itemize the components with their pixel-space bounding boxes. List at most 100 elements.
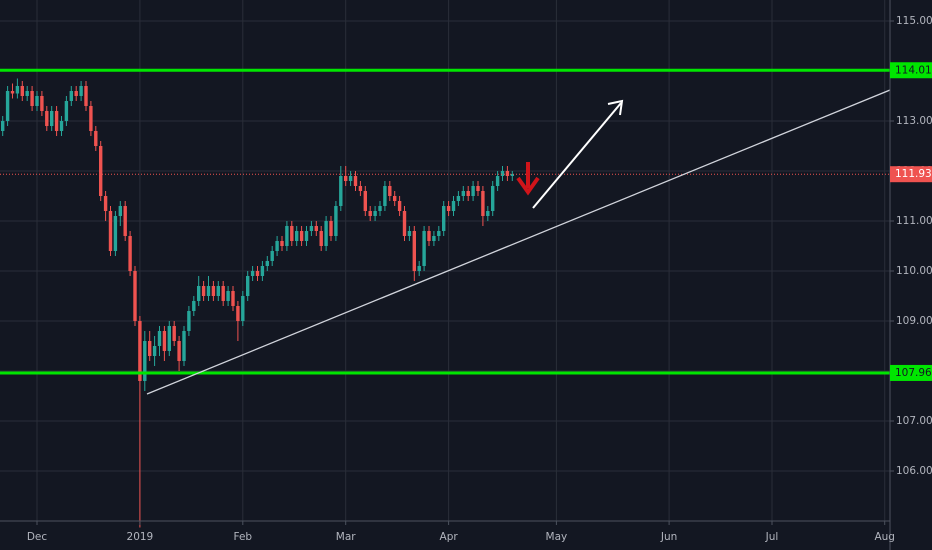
candle-body (402, 211, 407, 236)
candle-body (368, 211, 372, 216)
candle-body (49, 111, 54, 126)
candle-body (59, 121, 64, 131)
candle-body (147, 341, 152, 356)
candle-body (270, 251, 274, 261)
candle-body (500, 171, 505, 176)
candle-body (5, 91, 10, 121)
candle-body (0, 121, 5, 131)
candle-body (476, 186, 480, 191)
candle-body (299, 231, 304, 241)
candle-body (319, 231, 323, 246)
candle-body (152, 346, 157, 356)
candle-body (143, 341, 147, 381)
last-price-label: 111.936 (895, 168, 932, 180)
candle-body (35, 96, 39, 106)
candle-body (358, 186, 363, 191)
candle-body (30, 91, 34, 106)
candle-body (118, 206, 122, 216)
y-tick-label: 109.000 (896, 315, 932, 327)
candle-body (54, 111, 59, 131)
candle-body (437, 231, 441, 236)
level-label: 114.015 (895, 64, 932, 76)
candle-body (442, 206, 446, 231)
candle-body (432, 236, 436, 241)
candle-body (353, 176, 358, 186)
candle-body (192, 301, 196, 311)
level-label-box (890, 62, 932, 79)
candle-body (187, 311, 191, 331)
trend-line (146, 89, 891, 395)
candle-body (167, 326, 171, 351)
candle-body (133, 271, 137, 321)
candle-body (486, 211, 490, 216)
candle-body (20, 86, 24, 96)
candle-body (79, 86, 83, 96)
candle-body (510, 174, 515, 176)
candle-body (363, 191, 368, 211)
candle-body (236, 306, 240, 321)
y-tick-label: 110.000 (896, 265, 932, 277)
candle-body (255, 271, 260, 276)
x-tick-label: Apr (440, 531, 459, 543)
candle-body (201, 286, 206, 296)
candle-body (446, 206, 451, 211)
candle-body (157, 331, 162, 346)
candle-body (451, 201, 456, 211)
candle-body (260, 266, 265, 276)
x-tick-label: Jul (765, 531, 779, 543)
candle-body (491, 186, 495, 211)
candle-body (221, 286, 225, 301)
candle-body (309, 226, 314, 231)
candle-body (481, 191, 485, 216)
candle-body (241, 296, 245, 321)
candle-body (10, 91, 15, 94)
y-tick-label: 107.000 (896, 415, 932, 427)
candle-body (113, 216, 118, 251)
candle-body (471, 186, 475, 196)
candle-body (290, 226, 294, 241)
x-tick-label: May (546, 531, 568, 543)
candle-body (285, 226, 289, 246)
grid (0, 0, 890, 521)
candle-body (505, 171, 510, 176)
candle-body (94, 131, 98, 146)
candle-body (393, 196, 397, 201)
candle-body (98, 146, 103, 196)
candle-body (422, 231, 426, 266)
y-tick-label: 111.000 (896, 215, 932, 227)
candle-body (172, 326, 176, 341)
candle-body (69, 91, 73, 101)
candle-body (162, 331, 167, 351)
x-tick-label: 2019 (127, 531, 154, 543)
candle-body (216, 286, 220, 296)
candle-body (64, 101, 69, 121)
candle-body (314, 226, 318, 231)
candle-body (373, 211, 377, 216)
candle-body (495, 176, 500, 186)
up-arrow-head (607, 99, 624, 116)
candle-body (275, 241, 279, 251)
candle-body (383, 186, 387, 206)
candle-body (40, 96, 44, 111)
candle-body (74, 91, 78, 96)
candle-body (182, 331, 186, 361)
candle-body (196, 286, 201, 301)
candle-body (177, 341, 181, 361)
candle-body (25, 91, 29, 96)
candle-body (407, 231, 412, 236)
candle-body (397, 201, 402, 211)
candle-body (280, 241, 284, 246)
drawings (146, 89, 891, 395)
candle-body (344, 176, 348, 181)
candle-body (329, 221, 333, 236)
candle-body (206, 286, 211, 296)
up-arrow (532, 102, 622, 209)
candle-body (103, 196, 108, 211)
candle-body (211, 286, 216, 296)
candle-body (412, 231, 417, 271)
candle-body (226, 291, 230, 301)
candle-body (461, 191, 466, 196)
candle-body (324, 221, 328, 246)
candle-body (231, 291, 235, 306)
